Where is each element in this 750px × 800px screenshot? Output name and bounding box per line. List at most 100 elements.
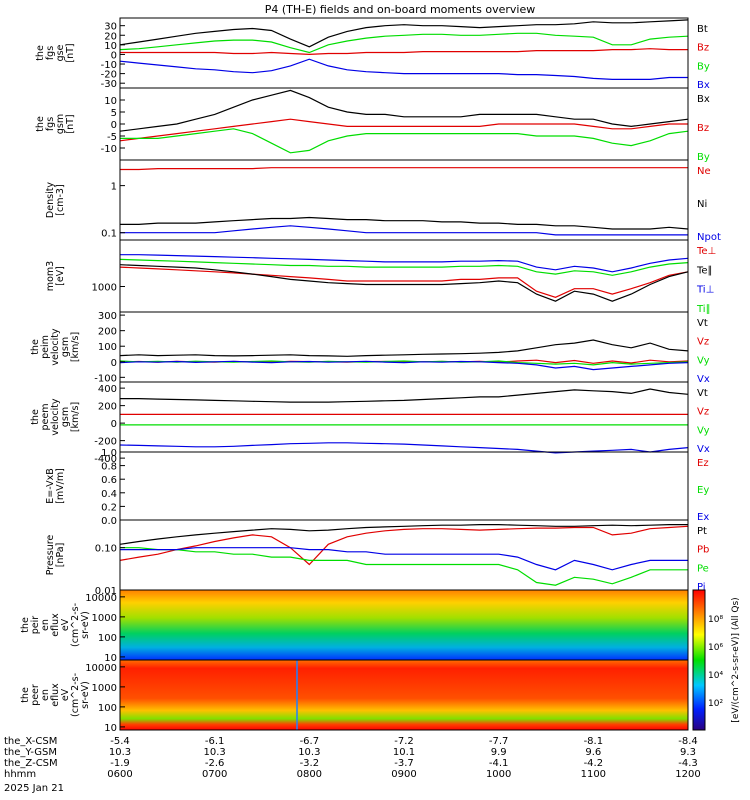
- series-line-Vt: [119, 339, 689, 357]
- y-axis-label: sr-eV): [80, 611, 91, 639]
- y-axis-label: fgs: [45, 46, 56, 60]
- date-label: 2025 Jan 21: [4, 783, 64, 794]
- y-axis-label: velocity: [50, 328, 61, 366]
- legend-Pt: Pt: [697, 526, 707, 537]
- y-axis-label: peer: [30, 684, 41, 706]
- panel-frame: [119, 381, 689, 453]
- x-row-value: -8.1: [584, 736, 604, 747]
- y-axis-label: the: [30, 339, 41, 355]
- panel-5: -100 0 100 200 300 the peim velocity gsm [km/s] Vt…: [30, 311, 710, 385]
- y-tick-label: 10000: [85, 663, 117, 674]
- legend-Bt: Bt: [697, 24, 708, 35]
- y-axis-label: the: [35, 45, 46, 61]
- y-axis-label: peim: [40, 335, 51, 359]
- y-axis-label: peir: [30, 616, 41, 635]
- series-line-Bz: [119, 118, 688, 142]
- y-tick-label: 200: [98, 327, 117, 338]
- y-tick-label: 300: [98, 311, 117, 322]
- y-tick-label: 100: [98, 633, 117, 644]
- y-tick-label: 0: [111, 419, 117, 430]
- panel-frame: [119, 519, 689, 591]
- y-axis-label: gsm: [60, 407, 71, 427]
- y-axis-label: [nPa]: [55, 543, 66, 568]
- legend-Ex: Ex: [697, 512, 709, 523]
- y-tick-label: 1000: [92, 283, 117, 294]
- y-tick-label: 0: [111, 120, 117, 131]
- x-row-value: 1100: [581, 769, 606, 780]
- legend-By: By: [697, 61, 710, 72]
- series-line-Bx: [119, 89, 689, 132]
- y-axis-label: [eV]: [55, 266, 66, 286]
- legend-Ne: Ne: [697, 166, 711, 177]
- series-line-Ni: [120, 216, 689, 230]
- y-tick-label: -30: [101, 79, 117, 90]
- y-axis-label: eV: [60, 688, 71, 701]
- y-axis-label: velocity: [50, 398, 61, 436]
- y-tick-label: 10: [104, 41, 117, 52]
- y-tick-label: 20: [104, 31, 117, 42]
- x-row-value: -1.9: [110, 758, 130, 769]
- y-tick-label: 0: [111, 50, 117, 61]
- y-axis-label: the: [30, 409, 41, 425]
- series-line-By: [119, 32, 689, 54]
- x-row-value: 1200: [675, 769, 700, 780]
- x-row-value: -2.6: [205, 758, 225, 769]
- legend-Vy: Vy: [697, 355, 710, 366]
- legend-Te∥: Te∥: [696, 265, 713, 276]
- y-tick-label: 0.1: [101, 229, 117, 240]
- y-axis-label: peem: [40, 404, 51, 431]
- series-line-Vx: [119, 442, 689, 454]
- legend-Vz: Vz: [697, 407, 709, 418]
- y-axis-label: gsm: [55, 114, 66, 134]
- series-line-Te⊥: [119, 266, 689, 298]
- y-axis-label: fgs: [45, 117, 56, 131]
- y-tick-label: 0.2: [101, 502, 117, 513]
- panel-frame: [119, 87, 689, 161]
- y-tick-label: 200: [98, 402, 117, 413]
- panel-frame: [119, 451, 689, 521]
- y-axis-label: [nT]: [65, 114, 76, 133]
- series-line-Pe: [120, 547, 688, 586]
- y-tick-label: 100: [98, 342, 117, 353]
- y-axis-label: eflux: [50, 683, 61, 707]
- x-row-label: the_Y-GSM: [4, 747, 57, 758]
- y-tick-label: 0.0: [101, 516, 117, 527]
- panel-4: 1000 mom3 [eV] Te⊥ Te∥ Ti⊥ Ti∥: [45, 239, 716, 315]
- x-axis-annotations: the_X-CSM -5.4 -6.1 -6.7 -7.2 -7.7 -8.1 -8.4 the…: [4, 736, 701, 780]
- x-row-label: hhmm: [4, 769, 36, 780]
- legend-Pe: Pe: [697, 563, 709, 574]
- y-axis-label: gsm: [60, 337, 71, 357]
- colorbar-tick-label: 10⁸: [708, 615, 723, 625]
- y-axis-label: Density: [45, 182, 56, 218]
- panel-frame: [119, 239, 689, 313]
- panel-frame: [119, 659, 689, 731]
- x-row-value: 10.3: [109, 747, 131, 758]
- legend-Bz: Bz: [697, 43, 709, 54]
- x-row-label: the_Z-CSM: [4, 758, 58, 769]
- x-row-value: 0700: [202, 769, 227, 780]
- y-tick-label: 10000: [85, 593, 117, 604]
- y-axis-label: [km/s]: [70, 332, 81, 362]
- y-tick-label: 400: [98, 384, 117, 395]
- legend-Vx: Vx: [697, 444, 710, 455]
- y-axis-label: the: [35, 116, 46, 132]
- x-row-value: -4.1: [489, 758, 509, 769]
- y-tick-label: -5: [107, 132, 117, 143]
- x-row-value: -3.2: [300, 758, 320, 769]
- y-tick-label: 0.8: [101, 462, 117, 473]
- y-tick-label: 1000: [92, 683, 117, 694]
- x-row-value: 10.3: [298, 747, 320, 758]
- spectrogram: [120, 660, 688, 730]
- y-tick-label: -100: [94, 373, 117, 384]
- colorbar-tick-label: 10⁶: [708, 643, 723, 653]
- panel-3: 0.1 1 Density [cm-3] Ne Ni Npot: [45, 159, 721, 243]
- y-axis-label: [nT]: [65, 43, 76, 62]
- y-axis-label: mom3: [45, 261, 56, 291]
- legend-Vt: Vt: [697, 318, 708, 329]
- y-tick-label: -20: [101, 70, 117, 81]
- y-tick-label: 100: [98, 703, 117, 714]
- x-row-value: -4.3: [678, 758, 698, 769]
- y-tick-label: -10: [101, 60, 117, 71]
